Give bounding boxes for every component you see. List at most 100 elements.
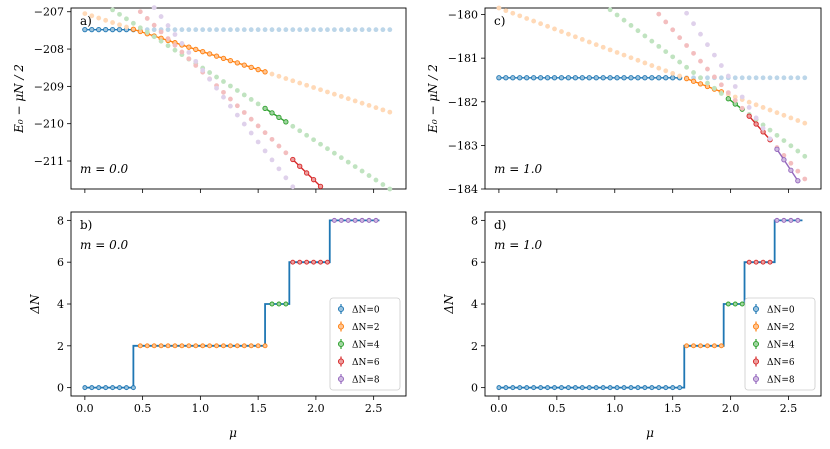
- faded-point: [297, 80, 303, 86]
- ground-state-point: [537, 75, 544, 81]
- plot-frame: [70, 211, 407, 397]
- faded-point: [373, 177, 379, 183]
- faded-point: [255, 101, 261, 107]
- y-tick-label: −183: [448, 139, 478, 152]
- legend-marker: [752, 358, 760, 365]
- ground-state-point: [670, 75, 676, 81]
- delta-n-point: [297, 259, 303, 265]
- ground-state-point: [621, 75, 627, 81]
- delta-n-point: [304, 259, 310, 265]
- ground-state-point: [130, 26, 137, 32]
- faded-point: [200, 27, 206, 33]
- faded-point: [781, 138, 787, 143]
- ground-state-point: [496, 75, 502, 81]
- faded-point: [746, 99, 752, 105]
- faded-point: [753, 75, 759, 81]
- ground-state-point: [213, 53, 220, 59]
- ground-state-point: [642, 75, 648, 81]
- faded-point: [366, 173, 372, 178]
- faded-point: [248, 97, 254, 102]
- faded-point: [677, 73, 683, 79]
- legend: ΔN=0 ΔN=2 ΔN=4 ΔN=6 ΔN=8: [329, 297, 401, 391]
- faded-point: [186, 50, 192, 55]
- faded-point: [788, 115, 794, 121]
- faded-point: [781, 75, 787, 81]
- x-tick-label: 1.5: [249, 402, 267, 415]
- delta-n-point: [290, 259, 296, 265]
- faded-point: [276, 73, 282, 79]
- ground-state-point: [290, 156, 296, 163]
- y-tick-label: −180: [448, 9, 478, 22]
- faded-point: [373, 27, 379, 33]
- faded-point: [746, 75, 752, 81]
- legend-box: [744, 297, 816, 391]
- faded-point: [221, 94, 226, 100]
- faded-point: [503, 8, 509, 14]
- faded-point: [732, 98, 738, 103]
- faded-point: [781, 112, 787, 118]
- ground-state-point: [524, 75, 530, 81]
- ground-state-point: [206, 51, 213, 57]
- delta-n-point: [725, 301, 731, 307]
- faded-point: [248, 116, 254, 122]
- faded-point: [179, 27, 185, 33]
- faded-point: [172, 42, 178, 48]
- faded-point: [221, 27, 226, 33]
- faded-point: [304, 27, 310, 33]
- faded-point: [255, 27, 261, 33]
- y-tick-label: 8: [57, 214, 64, 227]
- faded-point: [739, 105, 745, 111]
- faded-point: [795, 75, 801, 81]
- faded-point: [712, 52, 717, 58]
- x-tick-label: 0.5: [548, 402, 566, 415]
- faded-point: [331, 27, 337, 33]
- faded-point: [359, 168, 365, 174]
- faded-point: [311, 137, 316, 143]
- ground-state-point: [795, 178, 801, 184]
- delta-n-point: [510, 385, 516, 391]
- legend-label: ΔN=4: [767, 341, 795, 351]
- ground-state-point: [746, 113, 752, 119]
- faded-point: [325, 146, 330, 152]
- legend-label: ΔN=6: [352, 358, 380, 368]
- ground-state-point: [579, 75, 585, 81]
- delta-n-point: [788, 217, 794, 223]
- faded-point: [228, 103, 233, 109]
- faded-point: [241, 121, 247, 127]
- m-value-label: m = 1.0: [494, 238, 543, 252]
- ground-state-point: [781, 157, 787, 163]
- legend-label: ΔN=2: [352, 323, 380, 333]
- faded-point: [290, 78, 296, 84]
- y-tick-label: 8: [471, 214, 478, 227]
- faded-point: [524, 16, 530, 21]
- faded-point: [248, 27, 254, 33]
- delta-n-point: [117, 385, 122, 391]
- faded-point: [255, 139, 261, 145]
- x-tick-label: 0.5: [134, 402, 152, 415]
- ground-state-point: [690, 78, 697, 84]
- faded-point: [241, 92, 247, 98]
- faded-point: [753, 115, 759, 121]
- ground-state-point: [753, 121, 759, 127]
- ground-state-point: [234, 60, 240, 66]
- ground-state-point: [283, 119, 289, 125]
- faded-point: [732, 94, 738, 100]
- ground-state-point: [269, 110, 275, 116]
- faded-point: [345, 27, 351, 33]
- faded-point: [158, 14, 164, 19]
- faded-point: [698, 31, 703, 37]
- delta-n-point: [318, 259, 323, 265]
- delta-n-point: [311, 259, 317, 265]
- energy-line: [264, 107, 287, 123]
- faded-point: [228, 96, 233, 102]
- faded-point: [255, 123, 261, 129]
- faded-point: [795, 168, 801, 174]
- faded-point: [151, 5, 157, 11]
- ground-state-point: [788, 167, 794, 173]
- faded-point: [802, 120, 808, 126]
- faded-point: [297, 128, 303, 134]
- ground-state-point: [551, 75, 558, 81]
- energy-line: [776, 148, 799, 182]
- faded-point: [110, 7, 115, 13]
- faded-point: [124, 24, 129, 30]
